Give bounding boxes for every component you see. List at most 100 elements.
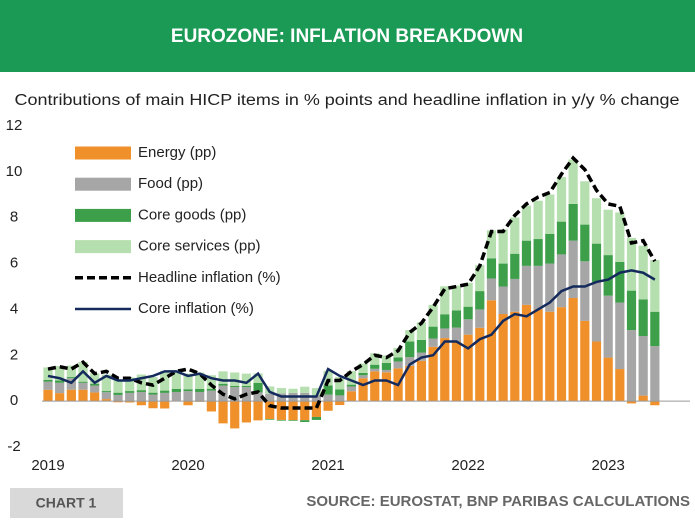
bar xyxy=(393,361,403,369)
bar xyxy=(66,389,76,402)
legend-label: Headline inflation (%) xyxy=(138,269,281,286)
bar xyxy=(125,391,135,393)
bar xyxy=(521,240,532,266)
bar xyxy=(533,309,543,402)
bar xyxy=(428,338,438,347)
legend-swatch xyxy=(75,208,131,222)
bar xyxy=(638,395,648,402)
bar xyxy=(440,328,450,339)
bar xyxy=(78,382,88,390)
bar xyxy=(393,357,403,362)
bar xyxy=(486,230,497,259)
bar xyxy=(323,394,333,402)
bar xyxy=(43,389,53,402)
bar xyxy=(160,390,170,393)
bar xyxy=(405,365,415,402)
bar xyxy=(136,391,146,402)
bar xyxy=(346,384,357,387)
bar xyxy=(125,401,135,403)
line xyxy=(47,155,657,410)
bar xyxy=(101,392,111,400)
bar xyxy=(370,364,380,369)
bar xyxy=(148,394,158,402)
bar xyxy=(206,390,216,402)
bar xyxy=(171,370,181,389)
bar xyxy=(230,372,240,387)
bar xyxy=(335,401,345,406)
bar xyxy=(545,263,555,312)
chart-title: EUROZONE: INFLATION BREAKDOWN xyxy=(171,26,523,47)
bar xyxy=(556,177,567,222)
bar xyxy=(230,401,240,429)
bar xyxy=(276,401,286,420)
bar xyxy=(346,371,357,385)
header-band xyxy=(0,0,695,72)
bar xyxy=(463,282,473,307)
bar xyxy=(113,380,123,393)
source: SOURCE: EUROSTAT, BNP PARIBAS CALCULATIO… xyxy=(306,493,690,510)
bar xyxy=(475,309,485,328)
bar xyxy=(650,260,660,312)
bar xyxy=(323,401,333,411)
bar xyxy=(241,373,251,387)
bar xyxy=(568,159,578,204)
bar xyxy=(311,401,322,417)
bar xyxy=(381,372,392,402)
bar xyxy=(451,327,462,342)
x-tick-label: 2019 xyxy=(31,457,64,474)
bar xyxy=(533,239,543,266)
bar xyxy=(90,385,100,393)
bar xyxy=(113,392,123,395)
bar xyxy=(90,392,100,402)
bar xyxy=(556,254,567,308)
bar xyxy=(218,383,228,386)
bar xyxy=(335,389,345,396)
bar xyxy=(381,362,392,370)
y-tick-label: 0 xyxy=(10,392,18,409)
bar xyxy=(463,319,473,335)
bar xyxy=(370,368,380,372)
bar xyxy=(206,388,216,391)
bar xyxy=(626,290,637,331)
bar xyxy=(521,265,532,305)
bar xyxy=(591,341,602,402)
bar xyxy=(55,380,65,383)
bar xyxy=(218,371,228,384)
legend-label: Core inflation (%) xyxy=(138,300,254,317)
bar xyxy=(405,341,415,358)
bar xyxy=(125,377,135,392)
bar xyxy=(253,401,263,421)
legend-bg xyxy=(62,138,302,324)
bar xyxy=(615,261,625,303)
bar xyxy=(451,310,462,328)
bar xyxy=(498,263,508,287)
bar xyxy=(510,311,520,402)
x-tick-label: 2022 xyxy=(451,457,484,474)
bar xyxy=(626,237,637,291)
bar xyxy=(55,393,65,402)
bar xyxy=(43,379,53,382)
bar xyxy=(475,265,485,292)
bar xyxy=(405,357,415,366)
y-tick-label: 2 xyxy=(10,346,18,363)
bar xyxy=(603,295,613,358)
bar xyxy=(346,391,357,402)
bar xyxy=(206,401,216,412)
bar xyxy=(253,392,263,402)
legend-label: Core goods (pp) xyxy=(138,206,246,223)
bar xyxy=(405,330,415,342)
bar xyxy=(206,375,216,389)
bar xyxy=(580,261,590,321)
bar xyxy=(195,388,205,392)
bar xyxy=(603,357,613,402)
bar xyxy=(136,401,146,406)
bar xyxy=(113,394,123,402)
bar xyxy=(416,322,427,340)
bar xyxy=(486,278,497,301)
bar xyxy=(230,387,240,402)
bar xyxy=(43,367,53,380)
legend-swatch xyxy=(75,146,131,160)
bar xyxy=(300,420,310,423)
bar xyxy=(451,341,462,402)
bar xyxy=(323,385,333,395)
